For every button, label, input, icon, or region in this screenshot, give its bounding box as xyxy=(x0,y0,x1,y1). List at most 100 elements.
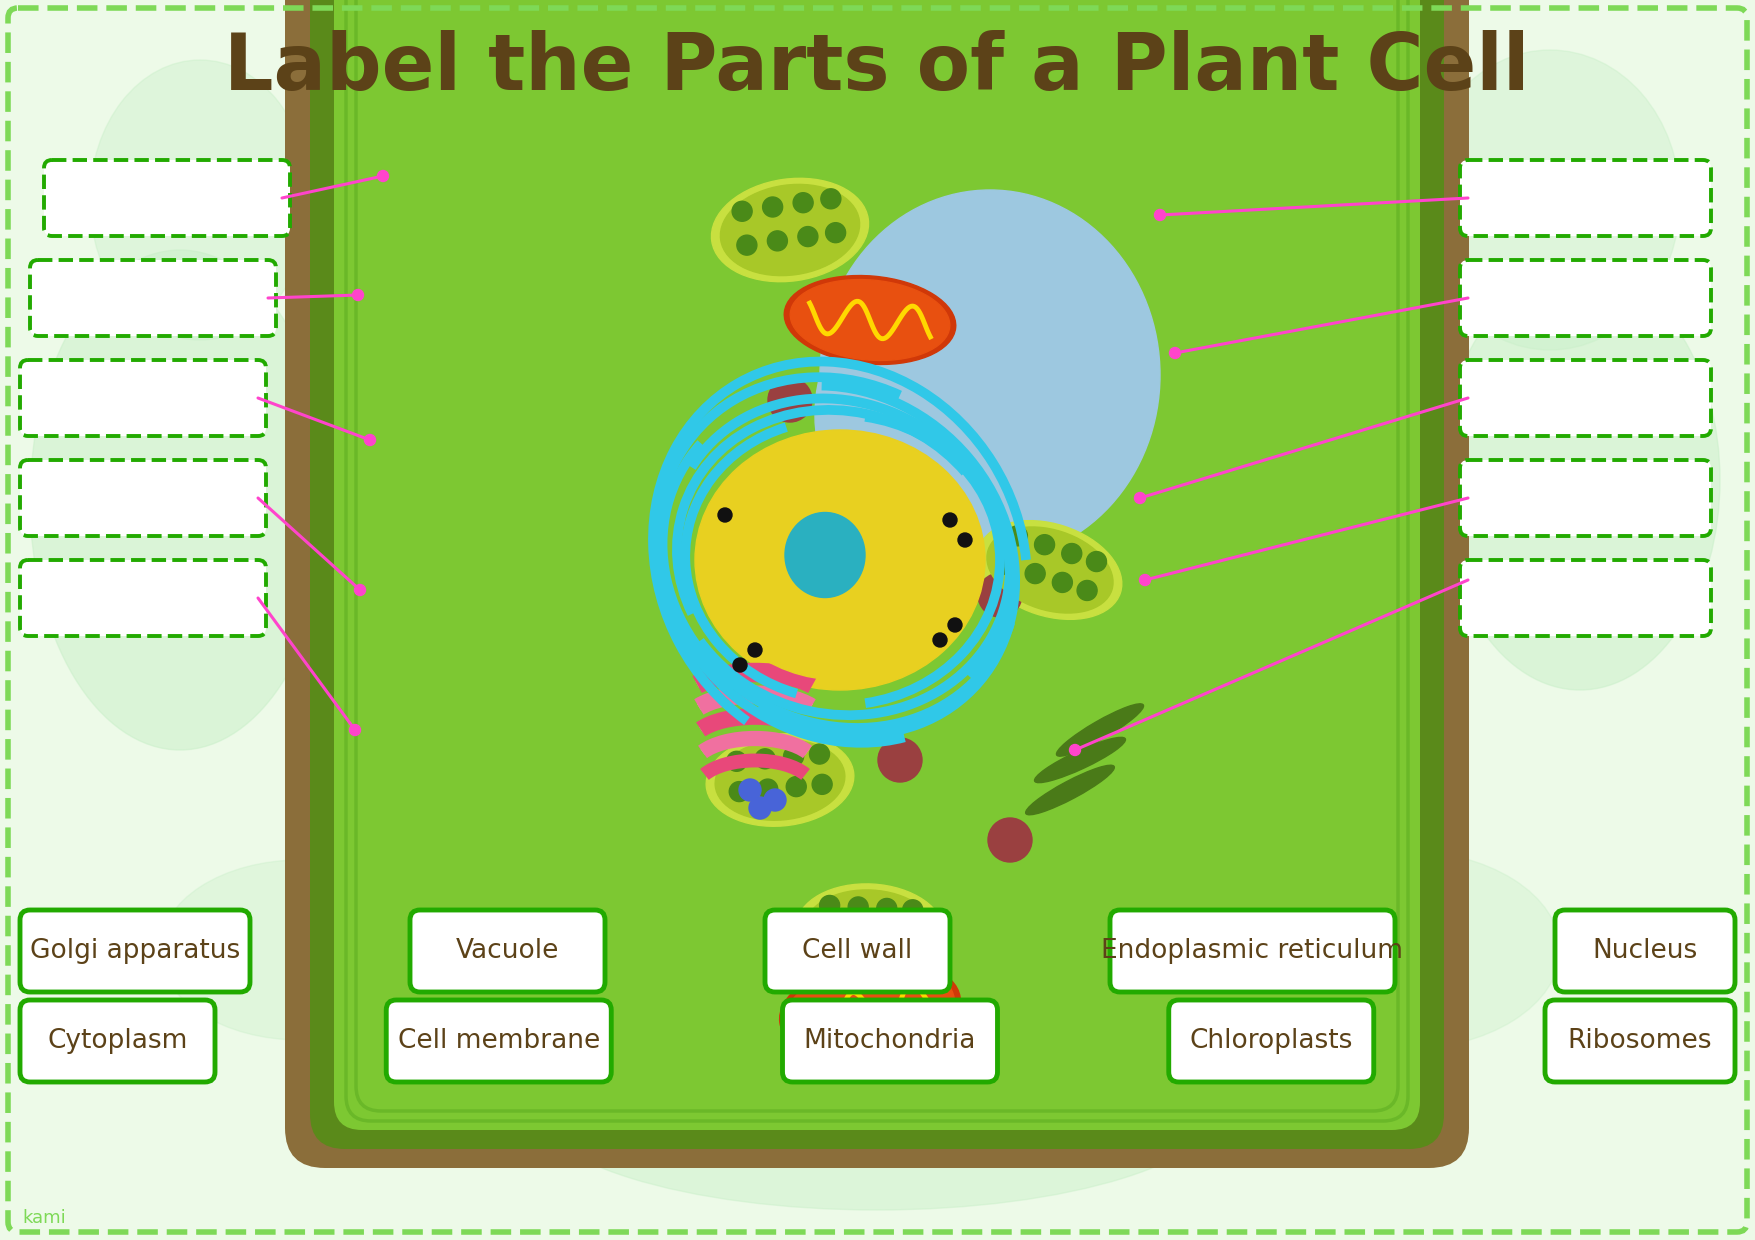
FancyBboxPatch shape xyxy=(30,260,276,336)
Circle shape xyxy=(377,170,388,181)
Circle shape xyxy=(878,738,921,782)
Circle shape xyxy=(730,781,749,801)
Circle shape xyxy=(1062,543,1081,563)
Circle shape xyxy=(818,926,839,946)
Circle shape xyxy=(978,573,1021,618)
Circle shape xyxy=(748,644,762,657)
FancyBboxPatch shape xyxy=(1460,160,1711,236)
Circle shape xyxy=(999,554,1018,575)
Ellipse shape xyxy=(986,527,1113,613)
Circle shape xyxy=(821,188,841,208)
Ellipse shape xyxy=(820,190,1160,560)
Circle shape xyxy=(848,897,869,916)
FancyBboxPatch shape xyxy=(1460,460,1711,536)
FancyBboxPatch shape xyxy=(386,999,611,1083)
Circle shape xyxy=(988,818,1032,862)
Text: Ribosomes: Ribosomes xyxy=(1567,1028,1713,1054)
Circle shape xyxy=(349,724,360,735)
Ellipse shape xyxy=(978,521,1121,619)
Ellipse shape xyxy=(784,512,865,598)
Ellipse shape xyxy=(526,990,1227,1210)
Circle shape xyxy=(1034,534,1055,554)
Text: Cell membrane: Cell membrane xyxy=(398,1028,600,1054)
Ellipse shape xyxy=(1057,704,1144,756)
Ellipse shape xyxy=(1241,849,1560,1050)
Text: Vacuole: Vacuole xyxy=(456,937,560,963)
Ellipse shape xyxy=(797,884,944,976)
FancyBboxPatch shape xyxy=(1460,260,1711,336)
FancyBboxPatch shape xyxy=(1555,910,1736,992)
Circle shape xyxy=(1007,526,1027,546)
Circle shape xyxy=(958,533,972,547)
Ellipse shape xyxy=(714,740,844,820)
FancyBboxPatch shape xyxy=(765,910,949,992)
FancyBboxPatch shape xyxy=(19,460,267,536)
FancyBboxPatch shape xyxy=(19,560,267,636)
Circle shape xyxy=(749,797,770,818)
FancyBboxPatch shape xyxy=(1460,360,1711,436)
FancyBboxPatch shape xyxy=(284,0,1469,1168)
Circle shape xyxy=(355,584,365,595)
FancyBboxPatch shape xyxy=(1169,999,1374,1083)
FancyBboxPatch shape xyxy=(311,0,1444,1149)
Circle shape xyxy=(769,378,813,422)
Circle shape xyxy=(1025,564,1046,584)
Text: Golgi apparatus: Golgi apparatus xyxy=(30,937,240,963)
Circle shape xyxy=(718,508,732,522)
Ellipse shape xyxy=(706,734,855,826)
Ellipse shape xyxy=(160,861,441,1040)
FancyBboxPatch shape xyxy=(19,910,249,992)
Ellipse shape xyxy=(779,960,960,1060)
Circle shape xyxy=(820,895,839,915)
Circle shape xyxy=(763,789,786,811)
Circle shape xyxy=(763,197,783,217)
Circle shape xyxy=(1086,552,1106,572)
Ellipse shape xyxy=(806,890,935,970)
Circle shape xyxy=(1139,574,1151,585)
FancyBboxPatch shape xyxy=(19,999,216,1083)
FancyBboxPatch shape xyxy=(783,999,997,1083)
Circle shape xyxy=(727,751,746,771)
Ellipse shape xyxy=(695,430,985,689)
FancyBboxPatch shape xyxy=(19,360,267,436)
Text: Chloroplasts: Chloroplasts xyxy=(1190,1028,1353,1054)
Circle shape xyxy=(739,779,762,801)
Circle shape xyxy=(1155,210,1165,221)
Text: Cytoplasm: Cytoplasm xyxy=(47,1028,188,1054)
FancyBboxPatch shape xyxy=(1544,999,1736,1083)
Circle shape xyxy=(900,930,921,950)
Text: Label the Parts of a Plant Cell: Label the Parts of a Plant Cell xyxy=(225,30,1530,105)
Ellipse shape xyxy=(1034,738,1125,782)
Circle shape xyxy=(1169,347,1181,358)
Circle shape xyxy=(353,289,363,300)
Circle shape xyxy=(1053,573,1072,593)
Circle shape xyxy=(846,928,867,947)
Circle shape xyxy=(1069,744,1081,755)
Circle shape xyxy=(1078,580,1097,600)
Circle shape xyxy=(758,779,777,799)
Circle shape xyxy=(799,227,818,247)
Ellipse shape xyxy=(706,440,976,680)
Circle shape xyxy=(934,632,948,647)
Circle shape xyxy=(942,513,956,527)
Circle shape xyxy=(825,223,846,243)
FancyBboxPatch shape xyxy=(1109,910,1395,992)
Ellipse shape xyxy=(30,250,330,750)
Ellipse shape xyxy=(790,279,949,361)
Circle shape xyxy=(737,236,756,255)
Circle shape xyxy=(876,929,895,949)
Ellipse shape xyxy=(1025,765,1114,815)
Circle shape xyxy=(809,744,830,764)
Ellipse shape xyxy=(786,963,955,1056)
Circle shape xyxy=(813,774,832,795)
FancyBboxPatch shape xyxy=(411,910,605,992)
Text: Mitochondria: Mitochondria xyxy=(804,1028,976,1054)
Circle shape xyxy=(767,231,788,250)
Circle shape xyxy=(1134,492,1146,503)
Circle shape xyxy=(793,192,813,213)
Circle shape xyxy=(786,776,806,796)
Ellipse shape xyxy=(711,179,869,281)
FancyBboxPatch shape xyxy=(333,0,1420,1130)
Ellipse shape xyxy=(784,275,956,365)
Text: Endoplasmic reticulum: Endoplasmic reticulum xyxy=(1102,937,1404,963)
